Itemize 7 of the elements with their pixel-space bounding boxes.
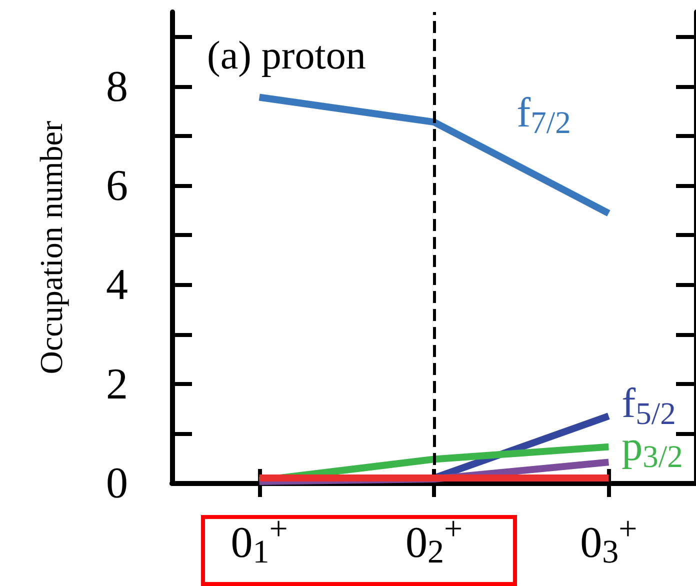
- annotation: (a) proton: [207, 32, 366, 78]
- y-tick-label: 6: [106, 161, 128, 210]
- y-tick-label: 4: [106, 260, 128, 310]
- y-tick-label: 8: [106, 62, 128, 111]
- y-tick-label: 0: [106, 458, 128, 508]
- y-tick-label: 2: [106, 359, 128, 408]
- y-axis-title: Occupation number: [33, 120, 69, 374]
